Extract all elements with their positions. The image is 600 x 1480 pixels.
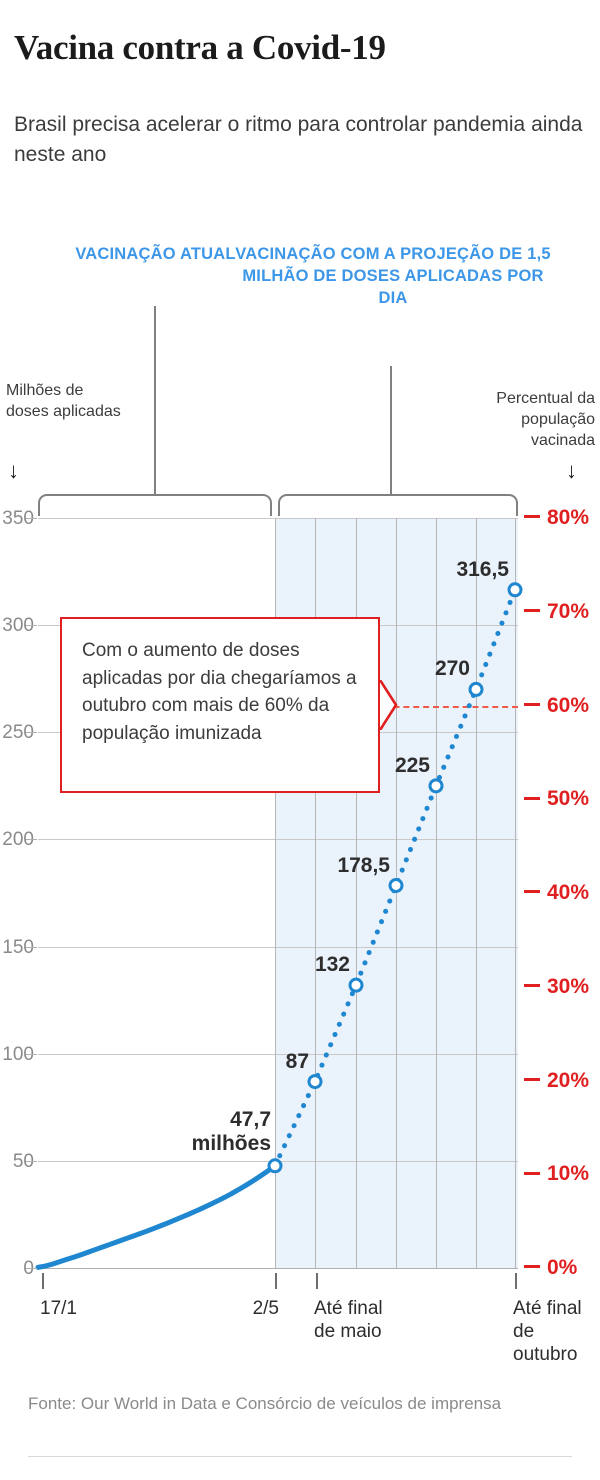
percent-tick-40: 40% xyxy=(524,882,589,903)
gridline-x-275 xyxy=(275,518,276,1268)
data-point-marker[interactable] xyxy=(267,1158,283,1174)
gridline-x-315 xyxy=(315,518,316,1268)
percent-tick-80: 80% xyxy=(524,507,589,528)
page-subtitle: Brasil precisa acelerar o ritmo para con… xyxy=(14,113,583,166)
data-point-label: 178,5 xyxy=(337,853,390,877)
data-point-label: 87 xyxy=(285,1049,309,1073)
percent-tick-dash-icon xyxy=(524,1265,540,1269)
y-tick-dash-0 xyxy=(26,1268,37,1269)
percent-tick-dash-icon xyxy=(524,609,540,613)
series-line-actual xyxy=(35,1163,278,1270)
y-tick-label-200: 200 xyxy=(2,829,34,851)
x-axis-label-2: Até final de maio xyxy=(314,1298,383,1342)
y-tick-label-300: 300 xyxy=(2,615,34,637)
data-point-marker[interactable] xyxy=(388,878,404,893)
percent-tick-dash-icon xyxy=(524,1077,540,1081)
gridline-y-350 xyxy=(38,518,518,519)
y-tick-dash-300 xyxy=(26,625,37,627)
data-point-label: 316,5 xyxy=(456,557,509,581)
percent-tick-dash-icon xyxy=(524,515,540,519)
y-tick-label-350: 350 xyxy=(2,508,34,529)
percent-tick-label: 80% xyxy=(547,506,590,529)
gridline-y-0 xyxy=(38,1268,518,1269)
percent-tick-20: 20% xyxy=(524,1070,589,1091)
y-tick-dash-100 xyxy=(26,1053,37,1055)
data-point-marker[interactable] xyxy=(307,1074,323,1090)
x-axis-tick-2 xyxy=(316,1273,318,1289)
percent-tick-label: 0% xyxy=(547,1256,578,1279)
data-point-label: 47,7 milhões xyxy=(151,1108,271,1156)
gridline-y-200 xyxy=(38,839,518,841)
callout-text: Com o aumento de doses aplicadas por dia… xyxy=(82,640,357,744)
y-tick-label-100: 100 xyxy=(2,1043,34,1065)
percent-tick-30: 30% xyxy=(524,976,589,997)
annotation-current-vaccination: VACINAÇÃO ATUAL xyxy=(75,245,236,263)
gridline-x-476 xyxy=(476,518,477,1268)
source-note: Fonte: Our World in Data e Consórcio de … xyxy=(28,1394,502,1413)
connector-line-projection xyxy=(390,366,392,496)
x-axis-tick-1 xyxy=(275,1273,277,1289)
percent-tick-label: 60% xyxy=(547,693,590,717)
bracket-projection-period xyxy=(278,494,518,516)
x-axis-label-1: 2/5 xyxy=(252,1298,279,1319)
percent-tick-0: 0% xyxy=(524,1257,577,1278)
down-arrow-icon-right: ↓ xyxy=(566,458,577,483)
data-point-marker[interactable] xyxy=(507,582,523,598)
data-point-label: 270 xyxy=(434,657,470,681)
data-point-label: 225 xyxy=(394,753,430,777)
connector-line-current xyxy=(154,306,156,496)
x-axis-label-3: Até final de outubro xyxy=(513,1298,582,1365)
percent-tick-10: 10% xyxy=(524,1163,589,1184)
footer-divider xyxy=(28,1456,572,1457)
gridline-x-356 xyxy=(356,518,357,1268)
gridline-x-436 xyxy=(436,518,437,1268)
x-axis-label-0: 17/1 xyxy=(40,1298,77,1319)
gridline-x-515 xyxy=(515,518,516,1268)
y-tick-label-150: 150 xyxy=(2,936,34,958)
y-tick-dash-350 xyxy=(26,518,37,519)
x-axis-tick-0 xyxy=(42,1273,44,1289)
data-point-label-unit: milhões xyxy=(191,1131,271,1155)
percent-tick-50: 50% xyxy=(524,788,589,809)
percent-tick-label: 20% xyxy=(547,1068,590,1092)
down-arrow-icon-left: ↓ xyxy=(8,458,19,483)
y-tick-dash-250 xyxy=(26,732,37,734)
data-point-label: 132 xyxy=(314,953,350,977)
data-point-label-value: 47,7 xyxy=(230,1107,271,1131)
gridline-y-100 xyxy=(38,1053,518,1055)
percent-tick-label: 30% xyxy=(547,974,590,998)
percent-tick-60: 60% xyxy=(524,695,589,716)
chart-series-svg xyxy=(35,582,523,1270)
callout-pointer-icon xyxy=(380,680,398,730)
percent-tick-dash-icon xyxy=(524,890,540,894)
bracket-current-period xyxy=(38,494,272,516)
percent-tick-dash-icon xyxy=(524,1171,540,1175)
x-axis-tick-3 xyxy=(515,1273,517,1289)
percent-tick-70: 70% xyxy=(524,601,589,622)
y-tick-label-50: 50 xyxy=(12,1150,34,1172)
right-axis-caption: Percentual da população vacinada xyxy=(496,390,595,449)
gridline-x-396 xyxy=(396,518,397,1268)
callout-box: Com o aumento de doses aplicadas por dia… xyxy=(60,617,380,793)
y-tick-label-250: 250 xyxy=(2,722,34,744)
page-title: Vacina contra a Covid-19 xyxy=(14,28,386,67)
percent-tick-dash-icon xyxy=(524,984,540,988)
gridline-y-150 xyxy=(38,946,518,948)
data-point-marker[interactable] xyxy=(348,977,364,993)
percent-tick-label: 70% xyxy=(547,599,590,623)
y-tick-dash-150 xyxy=(26,946,37,948)
left-axis-caption: Milhões de doses aplicadas xyxy=(6,382,121,420)
y-tick-dash-50 xyxy=(26,1160,37,1162)
percent-tick-dash-icon xyxy=(524,702,540,706)
percent-tick-dash-icon xyxy=(524,796,540,800)
percent-tick-label: 40% xyxy=(547,881,590,904)
y-tick-dash-200 xyxy=(26,839,37,841)
data-point-marker[interactable] xyxy=(428,778,444,794)
annotation-projection: VACINAÇÃO COM A PROJEÇÃO DE 1,5 MILHÃO D… xyxy=(235,245,551,307)
data-point-marker[interactable] xyxy=(468,681,484,697)
percent-tick-label: 50% xyxy=(547,787,590,811)
percent-tick-label: 10% xyxy=(547,1162,590,1186)
